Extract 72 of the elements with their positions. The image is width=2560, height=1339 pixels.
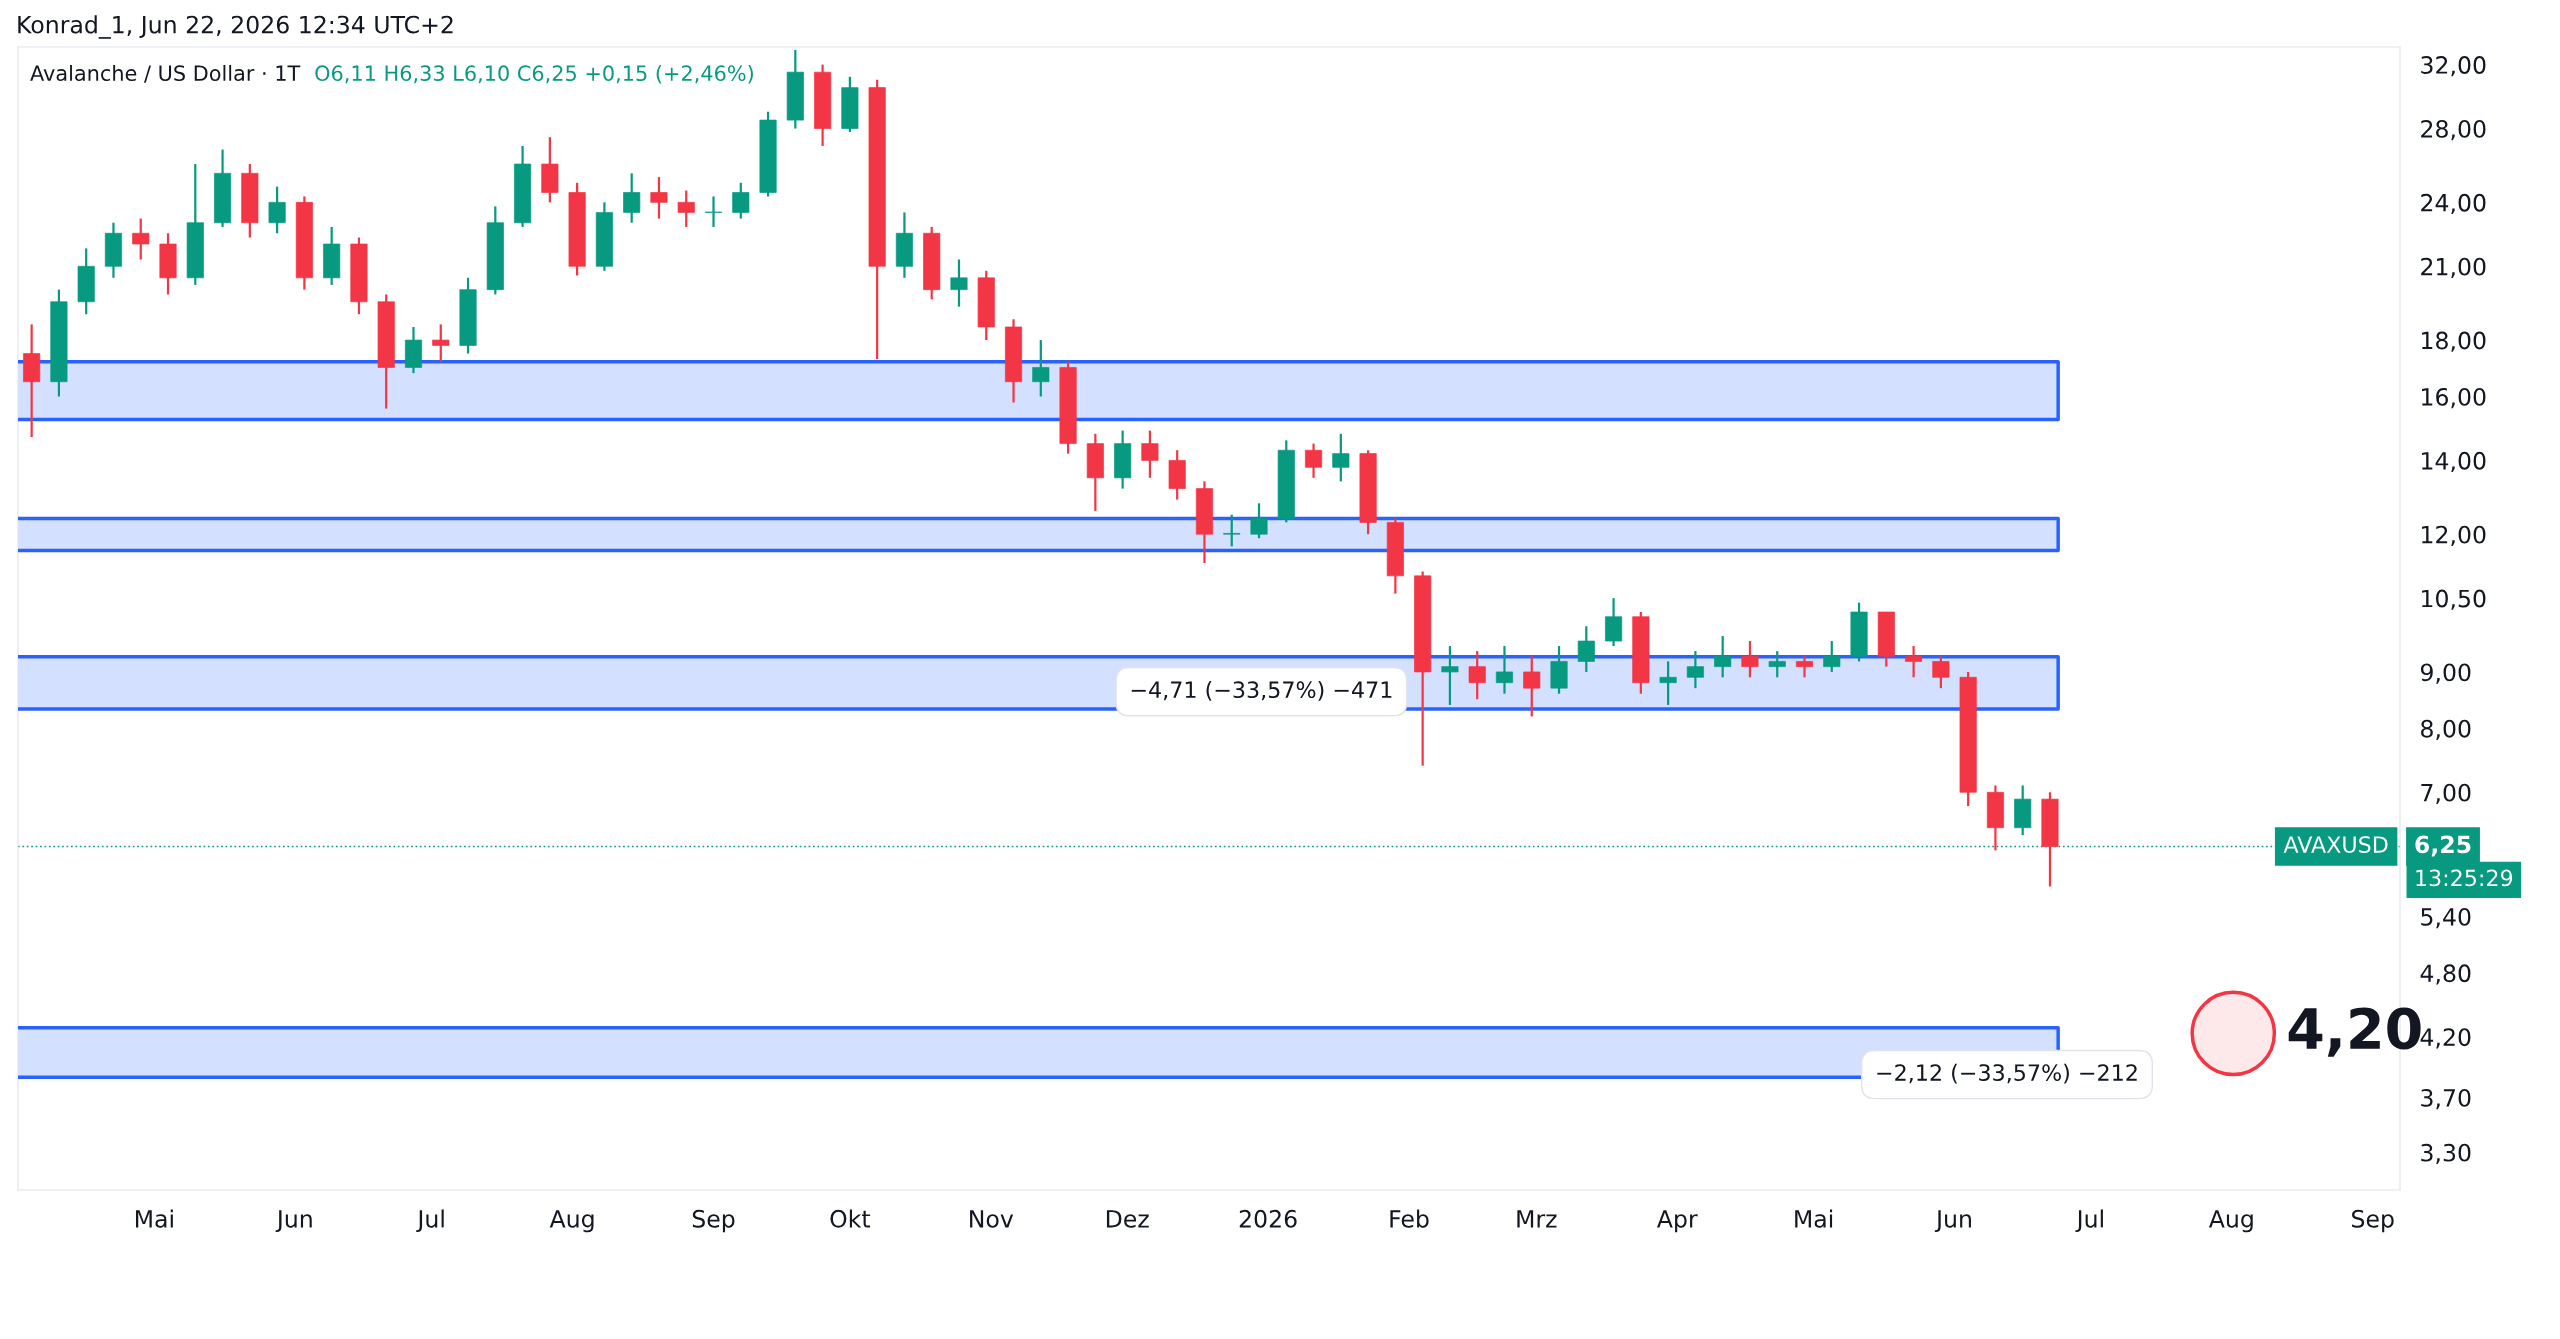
candlestick [268,185,286,235]
candlestick [1823,639,1841,674]
y-tick-label: 3,70 [2421,1088,2471,1110]
candlestick [1141,429,1159,479]
candlestick [950,258,968,308]
x-tick-label: Okt [830,1209,871,1228]
candlestick [650,175,668,220]
x-tick-label: Sep [692,1209,735,1233]
candlestick [1686,650,1704,690]
y-tick-label: 4,20 [2420,1028,2471,1049]
x-tick-label: Apr [1656,1210,1698,1233]
y-tick-label: 14,00 [2422,451,2486,473]
candlestick [623,172,641,224]
y-tick-label: 5,40 [2421,907,2471,929]
candlestick [704,195,723,229]
x-tick-label: Sep [2352,1209,2394,1233]
x-tick-label: Aug [2208,1210,2253,1233]
candlestick [1795,655,1814,679]
candlestick [1305,442,1323,479]
text: Avalanche / US Dollar · 1T [30,64,301,83]
x-tick-label: Jun [1934,1210,1971,1233]
x-tick-label: Nov [970,1210,1014,1228]
text: Konrad_1, Jun 22, 2026 12:34 UTC+2 [18,15,453,39]
candlestick [1250,502,1268,540]
y-tick-label: 12,00 [2422,525,2486,546]
candlestick [1032,338,1050,398]
text: 13:25:29 [2416,869,2513,887]
candlestick [1223,513,1241,548]
candlestick [1659,660,1677,707]
candlestick [732,181,750,220]
annotation: −4,71 (−33,57%) −471 [1131,680,1392,701]
x-tick-label: Mai [135,1209,173,1228]
candlestick [1523,655,1541,718]
ref-line-label: AVAXUSD [2283,836,2388,853]
y-tick-label: 28,00 [2421,120,2486,141]
x-tick-label: 2026 [1239,1209,1297,1228]
candlestick [1441,644,1459,707]
text: 6,25 [2415,835,2471,857]
y-tick-label: 18,00 [2422,331,2486,352]
y-tick-label: 9,00 [2420,663,2471,684]
y-tick-label: 3,30 [2421,1143,2471,1164]
y-tick-label: 7,00 [2421,783,2471,804]
y-tick-label: 21,00 [2421,257,2486,278]
candlestick [1495,644,1514,695]
y-tick-label: 10,50 [2422,589,2486,610]
text: O6,11 H6,33 L6,10 C6,25 +0,15 (+2,46%) [315,64,753,84]
x-tick-label: Mrz [1517,1210,1557,1228]
candlestick [432,323,450,363]
candlestick [1905,644,1923,679]
x-tick-label: Jul [416,1209,444,1233]
candlestick [1741,639,1759,679]
x-tick-label: Aug [549,1210,594,1233]
candlestick [1468,650,1486,701]
x-tick-label: Jun [275,1210,312,1233]
y-tick-label: 24,00 [2421,193,2486,215]
x-tick-label: Dez [1106,1210,1149,1228]
y-tick-label: 4,80 [2420,964,2471,985]
candlestick [1577,625,1595,674]
y-tick-label: 16,00 [2422,387,2486,409]
y-tick-label: 32,00 [2421,56,2486,77]
candlestick [1768,650,1786,679]
annotation: −2,12 (−33,57%) −212 [1877,1063,2137,1084]
candlestick [132,217,150,261]
x-tick-label: Feb [1390,1209,1429,1228]
candlestick [1714,634,1732,679]
candlestick [1332,432,1350,483]
x-tick-label: Jul [2075,1209,2103,1233]
candlestick [1932,655,1950,690]
annotation: 4,20 [2288,1007,2421,1057]
x-tick-label: Mai [1795,1209,1833,1228]
candlestick [677,189,695,229]
y-tick-label: 8,00 [2421,719,2471,741]
